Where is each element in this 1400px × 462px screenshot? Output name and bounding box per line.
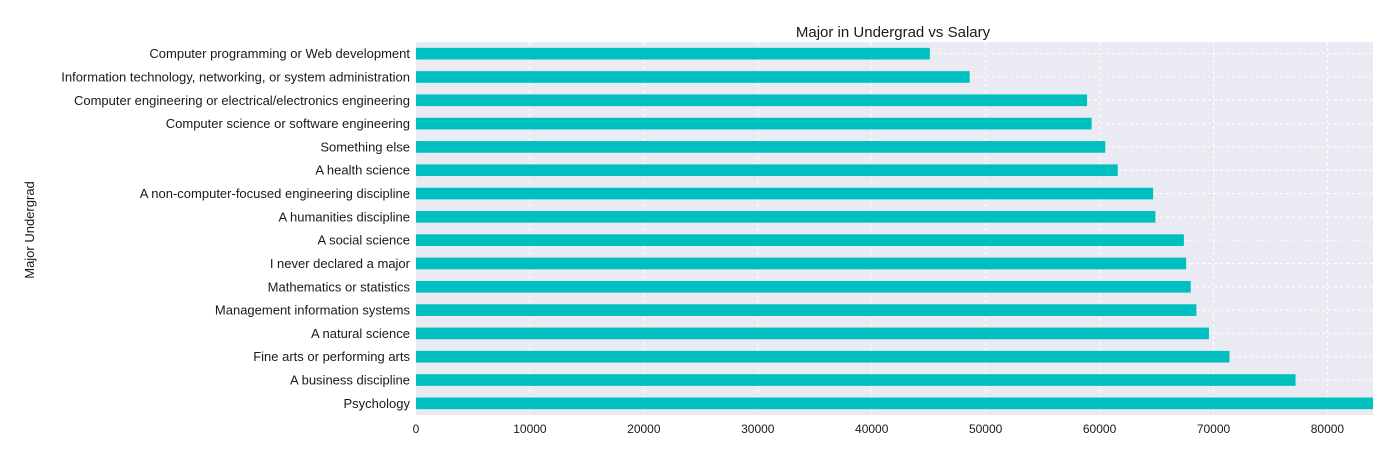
y-axis-label: Major Undergrad [22,181,37,279]
bar [416,327,1209,340]
category-label: Computer engineering or electrical/elect… [74,93,410,108]
category-label: Computer programming or Web development [149,46,410,61]
category-label: Computer science or software engineering [166,116,410,131]
category-label: Mathematics or statistics [268,279,411,294]
x-tick-label: 60000 [1083,422,1117,436]
bar [416,211,1156,223]
x-tick-label: 0 [413,422,420,436]
bar [416,164,1118,177]
category-label: Something else [320,139,410,154]
x-tick-label: 30000 [741,422,775,436]
category-label: A non-computer-focused engineering disci… [140,186,410,201]
category-label: A business discipline [290,373,410,388]
category-labels: Computer programming or Web development I… [61,46,410,411]
category-label: A social science [318,233,411,248]
x-tick-labels: 0 10000 20000 30000 40000 50000 60000 70000 8000… [413,422,1345,436]
category-label: I never declared a major [270,256,411,271]
x-tick-label: 70000 [1197,422,1231,436]
bar [416,94,1088,107]
x-tick-label: 40000 [855,422,889,436]
bar [416,47,930,60]
bar [416,374,1296,386]
bar [416,304,1197,316]
bar [416,187,1154,200]
category-label: Management information systems [215,303,411,318]
bar [416,234,1184,246]
category-label: A natural science [311,326,410,341]
chart-title: Major in Undergrad vs Salary [796,24,991,41]
bar [416,350,1230,363]
bar [416,71,970,83]
x-tick-label: 80000 [1311,422,1345,436]
bar [416,397,1373,410]
category-label: A humanities discipline [278,209,410,224]
category-label: Information technology, networking, or s… [61,69,410,84]
bar [416,257,1187,270]
bar [416,117,1092,130]
bars-group [416,47,1373,410]
category-label: A health science [315,163,410,178]
x-tick-label: 50000 [969,422,1003,436]
category-label: Psychology [344,396,411,411]
category-label: Fine arts or performing arts [253,349,410,364]
x-tick-label: 10000 [513,422,547,436]
x-tick-label: 20000 [627,422,661,436]
bar [416,141,1106,153]
bar [416,280,1191,293]
